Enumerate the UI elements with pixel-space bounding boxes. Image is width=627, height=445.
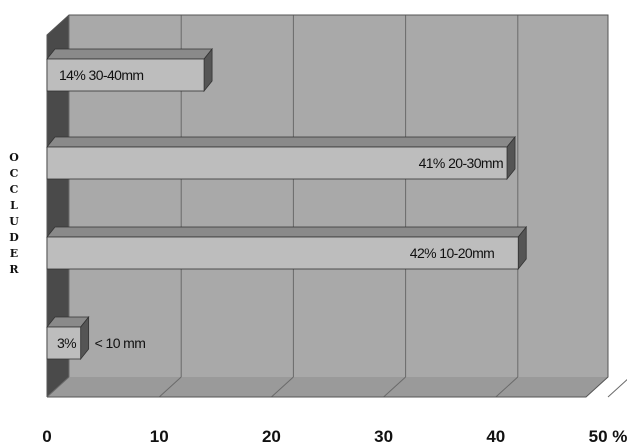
floor	[47, 377, 608, 397]
bar-top	[46, 226, 528, 238]
bar	[46, 58, 205, 92]
x-tick-label: 0	[42, 427, 51, 445]
gridline-floor	[607, 379, 627, 398]
y-axis-label: O C C L U D E R	[9, 151, 19, 276]
x-tick-label: 20	[262, 427, 281, 445]
gridline-floor	[46, 376, 70, 398]
bar-data-label: 14% 30-40mm	[59, 67, 143, 83]
bar-top	[46, 136, 516, 148]
gridline-floor	[495, 376, 519, 398]
bar	[46, 236, 519, 270]
left-wall	[47, 15, 69, 397]
bar	[46, 146, 508, 180]
x-tick-label: 40	[486, 427, 505, 445]
back-wall	[69, 15, 608, 377]
plot-frame	[46, 14, 609, 398]
bar	[46, 326, 82, 360]
bar-data-label: 3%	[57, 335, 76, 351]
bar-top	[46, 48, 213, 60]
gridline-floor	[271, 376, 294, 398]
gridline-floor	[158, 376, 182, 398]
bar-data-label: 41% 20-30mm	[419, 155, 503, 171]
gridline-floor	[383, 376, 406, 398]
x-tick-label: 30	[374, 427, 393, 445]
bar-data-label: < 10 mm	[95, 335, 146, 351]
bar-data-label: 42% 10-20mm	[410, 245, 494, 261]
x-tick-label: 50 %	[589, 427, 627, 445]
x-tick-label: 10	[150, 427, 169, 445]
